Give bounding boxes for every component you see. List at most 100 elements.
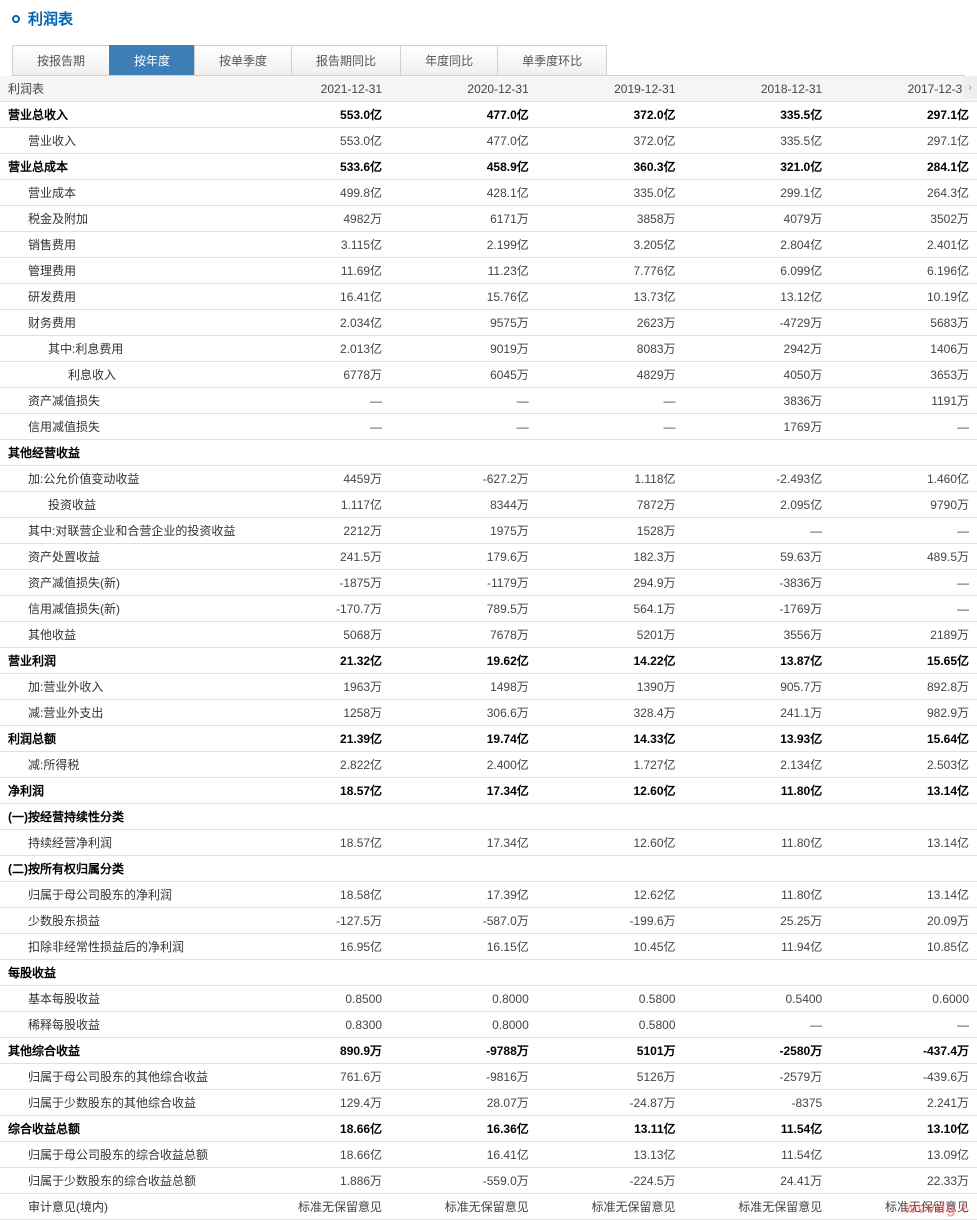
table-row: 归属于少数股东的综合收益总额1.886万-559.0万-224.5万24.41万…	[0, 1168, 977, 1194]
cell-value: 11.54亿	[684, 1142, 831, 1168]
row-label: 税金及附加	[0, 206, 243, 232]
cell-value: 890.9万	[243, 1038, 390, 1064]
row-label: 营业成本	[0, 180, 243, 206]
cell-value: 13.73亿	[537, 284, 684, 310]
col-header-date-3: 2018-12-31	[684, 76, 831, 102]
tab-1[interactable]: 按年度	[109, 45, 195, 75]
cell-value: 789.5万	[390, 596, 537, 622]
row-label: 归属于母公司股东的综合收益总额	[0, 1142, 243, 1168]
cell-value: 15.65亿	[830, 648, 977, 674]
cell-value: 1769万	[684, 414, 831, 440]
cell-value: 372.0亿	[537, 102, 684, 128]
cell-value: 0.8000	[390, 986, 537, 1012]
cell-value: -2579万	[684, 1064, 831, 1090]
row-label: 利润总额	[0, 726, 243, 752]
table-row: 营业利润21.32亿19.62亿14.22亿13.87亿15.65亿	[0, 648, 977, 674]
cell-value: 25.25万	[684, 908, 831, 934]
cell-value: 264.3亿	[830, 180, 977, 206]
cell-value: 2.804亿	[684, 232, 831, 258]
cell-value	[243, 856, 390, 882]
cell-value: 7678万	[390, 622, 537, 648]
cell-value: 1.118亿	[537, 466, 684, 492]
table-row: 减:营业外支出1258万306.6万328.4万241.1万982.9万	[0, 700, 977, 726]
table-row: 其他收益5068万7678万5201万3556万2189万	[0, 622, 977, 648]
cell-value: 13.11亿	[537, 1116, 684, 1142]
cell-value: 1.460亿	[830, 466, 977, 492]
table-row: 每股收益	[0, 960, 977, 986]
tabs-bar: 按报告期按年度按单季度报告期同比年度同比单季度环比	[12, 45, 965, 76]
cell-value: 182.3万	[537, 544, 684, 570]
cell-value: 2.134亿	[684, 752, 831, 778]
table-row: 综合收益总额18.66亿16.36亿13.11亿11.54亿13.10亿	[0, 1116, 977, 1142]
cell-value	[243, 960, 390, 986]
tab-5[interactable]: 单季度环比	[497, 45, 607, 75]
cell-value: 标准无保留意见	[830, 1194, 977, 1220]
cell-value: 0.8500	[243, 986, 390, 1012]
row-label: (一)按经营持续性分类	[0, 804, 243, 830]
table-row: 营业成本499.8亿428.1亿335.0亿299.1亿264.3亿	[0, 180, 977, 206]
cell-value: 10.19亿	[830, 284, 977, 310]
row-label: 每股收益	[0, 960, 243, 986]
row-label: 审计意见(境内)	[0, 1194, 243, 1220]
tab-3[interactable]: 报告期同比	[291, 45, 401, 75]
cell-value: 458.9亿	[390, 154, 537, 180]
row-label: 资产减值损失	[0, 388, 243, 414]
table-row: 加:公允价值变动收益4459万-627.2万1.118亿-2.493亿1.460…	[0, 466, 977, 492]
cell-value: 0.5800	[537, 986, 684, 1012]
table-row: 归属于母公司股东的综合收益总额18.66亿16.41亿13.13亿11.54亿1…	[0, 1142, 977, 1168]
cell-value: 16.95亿	[243, 934, 390, 960]
cell-value: 1.886万	[243, 1168, 390, 1194]
section-header: 利润表	[0, 0, 977, 37]
cell-value: 6171万	[390, 206, 537, 232]
cell-value	[390, 804, 537, 830]
cell-value: 2.199亿	[390, 232, 537, 258]
cell-value: 306.6万	[390, 700, 537, 726]
tab-2[interactable]: 按单季度	[194, 45, 292, 75]
cell-value: —	[830, 518, 977, 544]
cell-value: —	[684, 1012, 831, 1038]
bullet-icon	[12, 15, 20, 23]
cell-value: 297.1亿	[830, 128, 977, 154]
cell-value	[537, 440, 684, 466]
tab-4[interactable]: 年度同比	[400, 45, 498, 75]
cell-value: 129.4万	[243, 1090, 390, 1116]
cell-value	[830, 440, 977, 466]
cell-value: —	[537, 388, 684, 414]
cell-value: 2.401亿	[830, 232, 977, 258]
cell-value: 21.32亿	[243, 648, 390, 674]
row-label: 其他经营收益	[0, 440, 243, 466]
cell-value: -199.6万	[537, 908, 684, 934]
table-row: 归属于少数股东的其他综合收益129.4万28.07万-24.87万-83752.…	[0, 1090, 977, 1116]
cell-value: 284.1亿	[830, 154, 977, 180]
cell-value	[830, 960, 977, 986]
row-label: 稀释每股收益	[0, 1012, 243, 1038]
table-row: 基本每股收益0.85000.80000.58000.54000.6000	[0, 986, 977, 1012]
cell-value: 6.196亿	[830, 258, 977, 284]
tab-0[interactable]: 按报告期	[12, 45, 110, 75]
row-label: 研发费用	[0, 284, 243, 310]
cell-value: 18.66亿	[243, 1142, 390, 1168]
cell-value: 1498万	[390, 674, 537, 700]
cell-value: 6.099亿	[684, 258, 831, 284]
col-header-date-1: 2020-12-31	[390, 76, 537, 102]
table-row: 资产减值损失———3836万1191万	[0, 388, 977, 414]
cell-value: -127.5万	[243, 908, 390, 934]
cell-value: 3653万	[830, 362, 977, 388]
cell-value: —	[243, 388, 390, 414]
cell-value: 1258万	[243, 700, 390, 726]
cell-value: 6045万	[390, 362, 537, 388]
scroll-right-icon[interactable]: ›	[963, 76, 977, 98]
cell-value: 553.0亿	[243, 102, 390, 128]
cell-value	[243, 440, 390, 466]
cell-value: 9019万	[390, 336, 537, 362]
cell-value: 13.14亿	[830, 882, 977, 908]
row-label: 扣除非经常性损益后的净利润	[0, 934, 243, 960]
cell-value: 4050万	[684, 362, 831, 388]
table-row: 其他综合收益890.9万-9788万5101万-2580万-437.4万	[0, 1038, 977, 1064]
cell-value: -1179万	[390, 570, 537, 596]
table-row: 销售费用3.115亿2.199亿3.205亿2.804亿2.401亿	[0, 232, 977, 258]
cell-value: 13.12亿	[684, 284, 831, 310]
cell-value: -224.5万	[537, 1168, 684, 1194]
col-header-date-0: 2021-12-31	[243, 76, 390, 102]
table-row: 少数股东损益-127.5万-587.0万-199.6万25.25万20.09万	[0, 908, 977, 934]
